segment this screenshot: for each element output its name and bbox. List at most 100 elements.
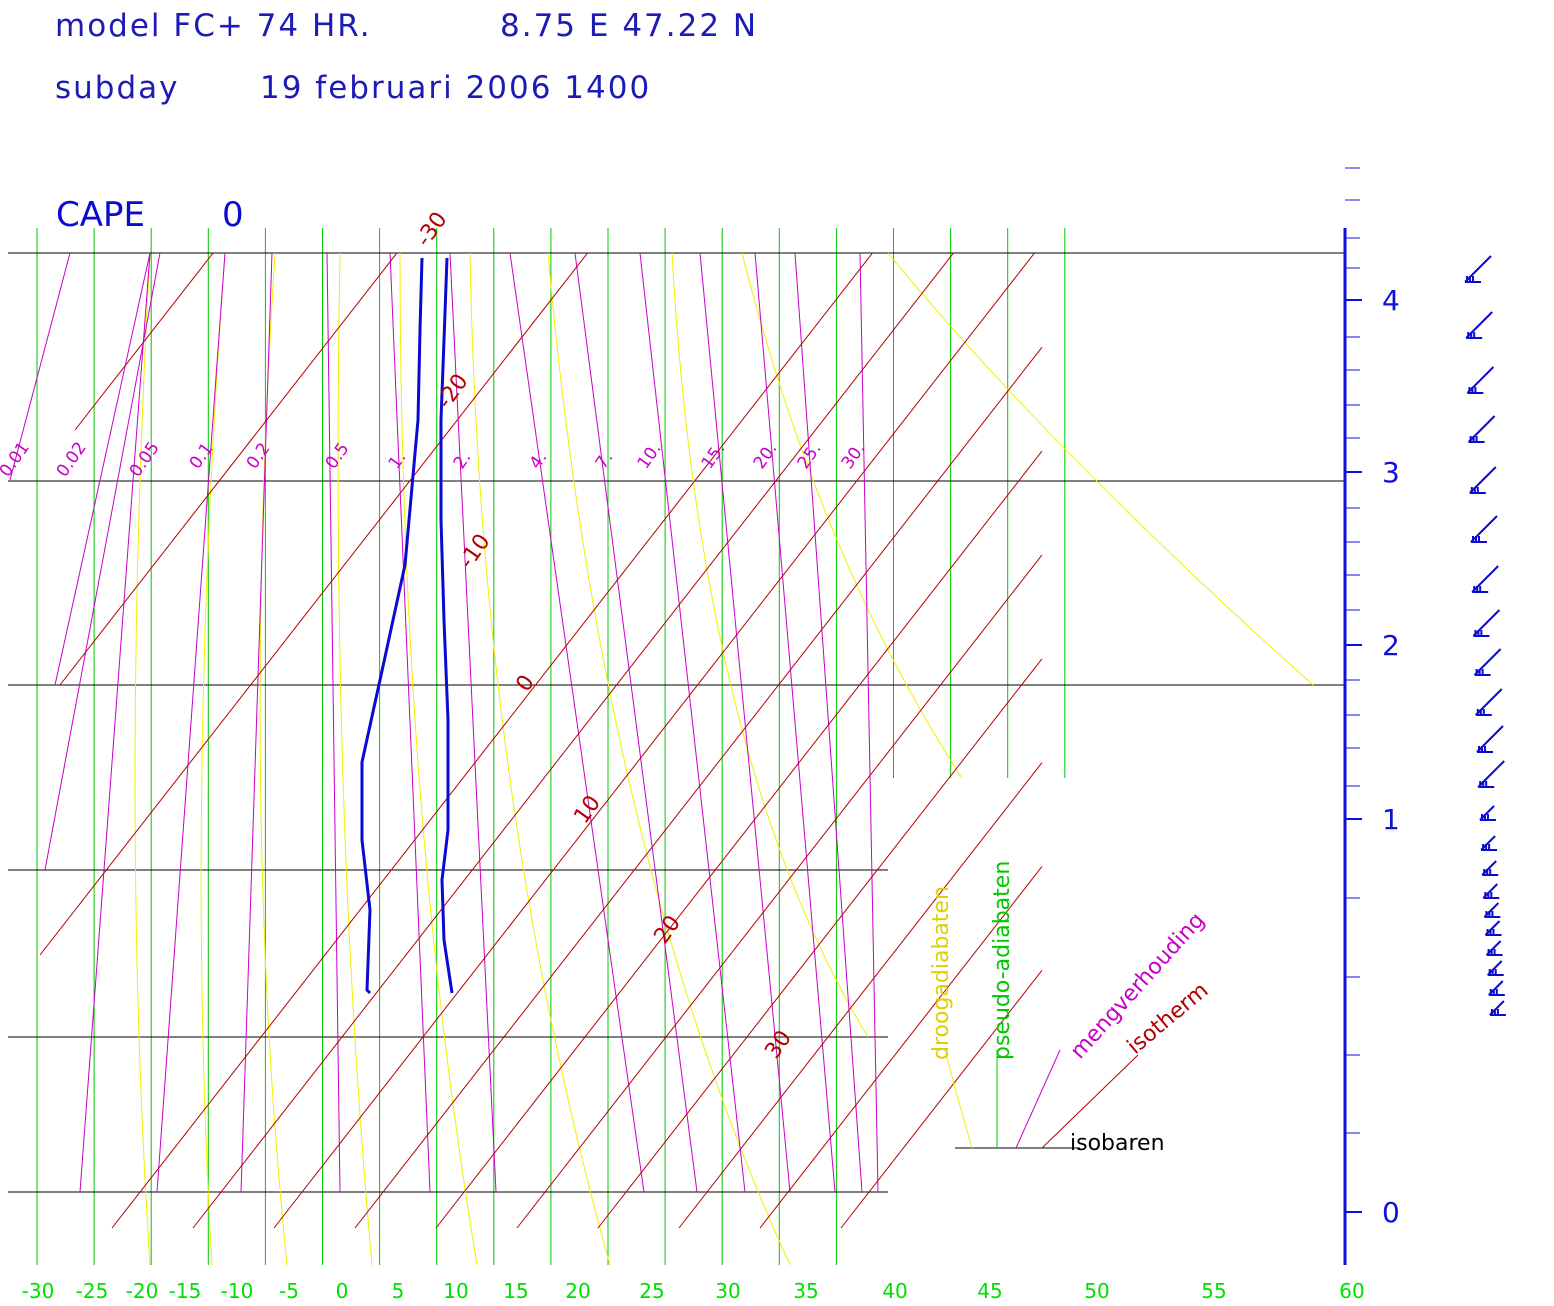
dry-adiabat-line (741, 252, 963, 779)
height-axis-tick-label: 4 (1382, 284, 1400, 317)
isotherm-line (74, 252, 214, 431)
mixing-ratio-lines (9, 252, 879, 1193)
temperature-axis-labels: -30 -25 -20 -15 -10 -5 0 5 10 15 20 25 30 35 40 45 50 55 6… (22, 1279, 1365, 1303)
wind-barb (1465, 311, 1493, 339)
x-tick-label: 55 (1201, 1279, 1226, 1303)
dry-adiabat-line (671, 252, 869, 1038)
mixing-ratio-label: 30. (838, 439, 870, 473)
x-tick-label: -15 (169, 1279, 202, 1303)
legend-pseudo-adiabat-label: pseudo-adiabaten (990, 861, 1015, 1060)
x-tick-label: 35 (793, 1279, 818, 1303)
wind-barb (1488, 980, 1505, 996)
wind-barb (1486, 960, 1504, 976)
wind-barb (1485, 940, 1503, 956)
wind-barb-staff (1466, 366, 1495, 394)
wind-barb (1479, 805, 1496, 821)
mixing-ratio-line (240, 252, 273, 1193)
mixing-ratio-line (509, 252, 645, 1193)
mixing-ratio-label: 1. (385, 448, 411, 473)
line-type-legend: isobaren isotherm mengverhouding pseudo-… (929, 861, 1213, 1156)
x-tick-label: 45 (977, 1279, 1002, 1303)
isotherm-line (192, 252, 954, 1229)
isotherm-line (354, 346, 1043, 1229)
isotherm-line (759, 866, 1043, 1229)
mixing-ratio-line (79, 252, 151, 1193)
wind-barb-staff (1472, 609, 1501, 637)
mixing-ratio-label: 2. (450, 448, 476, 473)
wind-barb (1483, 902, 1501, 918)
isotherm-lines (39, 252, 1043, 1229)
mixing-ratio-line (326, 252, 341, 1193)
wind-barb-staff (1467, 415, 1496, 443)
isotherm-line (273, 252, 1035, 1229)
x-tick-label: -20 (126, 1279, 159, 1303)
x-tick-label: 10 (443, 1279, 468, 1303)
isotherm-line (678, 762, 1043, 1229)
mixing-ratio-label: 10. (634, 439, 666, 473)
mixing-ratio-label: 25. (794, 439, 826, 473)
wind-barb-staff (1477, 760, 1505, 788)
isotherm-line (840, 970, 1043, 1229)
dry-adiabat-line (337, 252, 373, 1266)
mixing-ratio-labels: 0.01 0.02 0.05 0.1 0.2 0.5 1. 2. 4. 7. 10. 15. 20. 25… (0, 438, 870, 480)
wind-barb (1464, 255, 1492, 283)
isotherm-line (516, 554, 1043, 1229)
isotherm-label: 0 (511, 671, 540, 697)
x-tick-label: 15 (503, 1279, 528, 1303)
mixing-ratio-label: 7. (592, 448, 618, 473)
isotherm-line (435, 450, 1043, 1229)
wind-barb (1480, 835, 1498, 851)
pseudo-adiabat-verticals (36, 228, 1066, 1265)
mixing-ratio-line (859, 252, 879, 1193)
wind-barb (1475, 688, 1503, 716)
wind-barb (1482, 883, 1500, 899)
wind-barb (1476, 725, 1504, 753)
mixing-ratio-line (794, 252, 863, 1193)
temperature-profile-line (439, 257, 454, 994)
isotherm-label: -10 (454, 530, 495, 574)
dewpoint-profile-line (360, 257, 424, 995)
wind-barb (1467, 415, 1496, 443)
x-tick-label: 20 (565, 1279, 590, 1303)
dry-adiabat-line (200, 252, 226, 1266)
dry-adiabat-line (399, 252, 478, 1266)
isotherm-line (597, 658, 1043, 1229)
x-tick-label: 60 (1339, 1279, 1364, 1303)
mixing-ratio-line (574, 252, 698, 1193)
legend-isotherm-line (1041, 1054, 1139, 1149)
wind-barb (1470, 515, 1498, 543)
x-tick-label: 25 (639, 1279, 664, 1303)
header-date-label: 19 februari 2006 1400 (260, 70, 652, 106)
header-model-label: model FC+ 74 HR. (55, 8, 372, 44)
mixing-ratio-label: 15. (698, 439, 730, 473)
wind-barbs (1464, 255, 1506, 1016)
mixing-ratio-label: 0.02 (53, 438, 91, 480)
wind-barb (1473, 648, 1502, 676)
legend-mixing-ratio-line (1015, 1049, 1061, 1149)
dry-adiabat-lines (134, 252, 1314, 1266)
x-tick-label: 30 (715, 1279, 740, 1303)
isobar-lines (8, 252, 1345, 1193)
mixing-ratio-line (54, 252, 151, 686)
wind-barb (1471, 565, 1499, 593)
cape-value: 0 (222, 195, 244, 235)
header-location-label: 8.75 E 47.22 N (500, 8, 759, 44)
wind-barb-staff (1471, 565, 1499, 593)
height-axis: 0 1 2 3 4 (1343, 167, 1400, 1265)
legend-isobar-label: isobaren (1070, 1131, 1165, 1156)
mixing-ratio-line (699, 252, 791, 1193)
height-axis-tick-label: 1 (1382, 803, 1400, 836)
x-tick-label: -25 (76, 1279, 109, 1303)
x-tick-label: 0 (336, 1279, 349, 1303)
mixing-ratio-line (156, 252, 226, 1193)
x-tick-label: -5 (279, 1279, 299, 1303)
wind-barb-staff (1476, 725, 1504, 753)
mixing-ratio-line (754, 252, 836, 1193)
wind-barb (1477, 760, 1505, 788)
legend-dry-adiabat-line (944, 1049, 973, 1149)
x-tick-label: 50 (1084, 1279, 1109, 1303)
mixing-ratio-line (639, 252, 746, 1193)
legend-dry-adiabat-label: droogadiabaten (929, 886, 954, 1060)
wind-barb-staff (1473, 648, 1502, 676)
